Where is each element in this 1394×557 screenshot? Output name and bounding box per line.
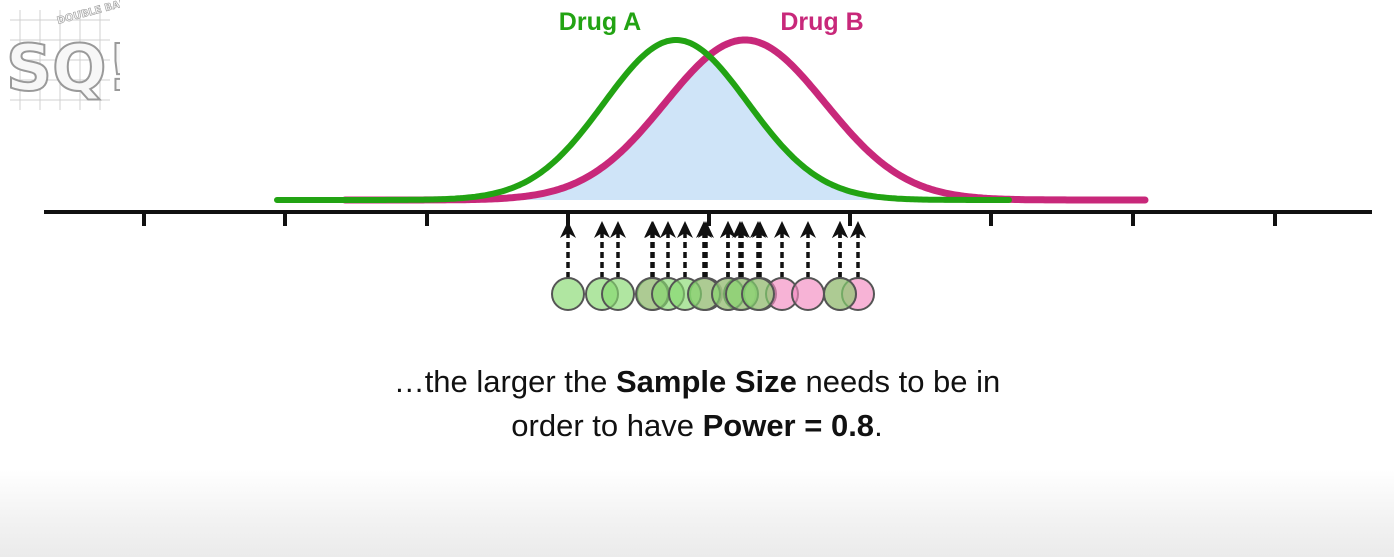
sample-arrowhead: [850, 221, 866, 238]
sample-arrowhead: [610, 221, 626, 238]
logo-subtext: DOUBLE BAM!!!: [56, 0, 120, 27]
caption: …the larger the Sample Size needs to be …: [0, 360, 1394, 448]
drug-a-curve: [274, 37, 1012, 203]
sample-circles: [551, 277, 875, 311]
logo-text: SQ!: [6, 32, 120, 106]
drug-a-sample-point: [741, 277, 775, 311]
sample-arrowhead: [800, 221, 816, 238]
caption-line-2: order to have Power = 0.8.: [511, 408, 883, 443]
drug-b-sample-point: [791, 277, 825, 311]
sample-arrows: [560, 221, 866, 278]
drug-a-sample-point: [823, 277, 857, 311]
sample-arrowhead: [696, 221, 712, 238]
sample-arrowhead: [560, 221, 576, 238]
overlap-shaded-area: [345, 56, 1010, 200]
drug-a-label: Drug A: [559, 8, 641, 36]
sample-arrowhead: [660, 221, 676, 238]
drug-a-sample-point: [551, 277, 585, 311]
statquest-logo: SQ! DOUBLE BAM!!!: [5, 0, 120, 110]
sample-arrowhead: [677, 221, 693, 238]
drug-a-sample-point: [601, 277, 635, 311]
sample-arrowhead: [832, 221, 848, 238]
caption-line-1: …the larger the Sample Size needs to be …: [393, 364, 1001, 399]
sample-arrowhead: [594, 221, 610, 238]
sample-arrowhead: [720, 221, 736, 238]
number-line: [44, 210, 1372, 226]
drug-b-label: Drug B: [780, 8, 863, 36]
sample-arrowhead: [734, 221, 750, 238]
sample-arrowhead: [750, 221, 766, 238]
axis-ticks: [142, 212, 1277, 226]
sample-arrowhead: [774, 221, 790, 238]
sample-arrowhead: [644, 221, 660, 238]
